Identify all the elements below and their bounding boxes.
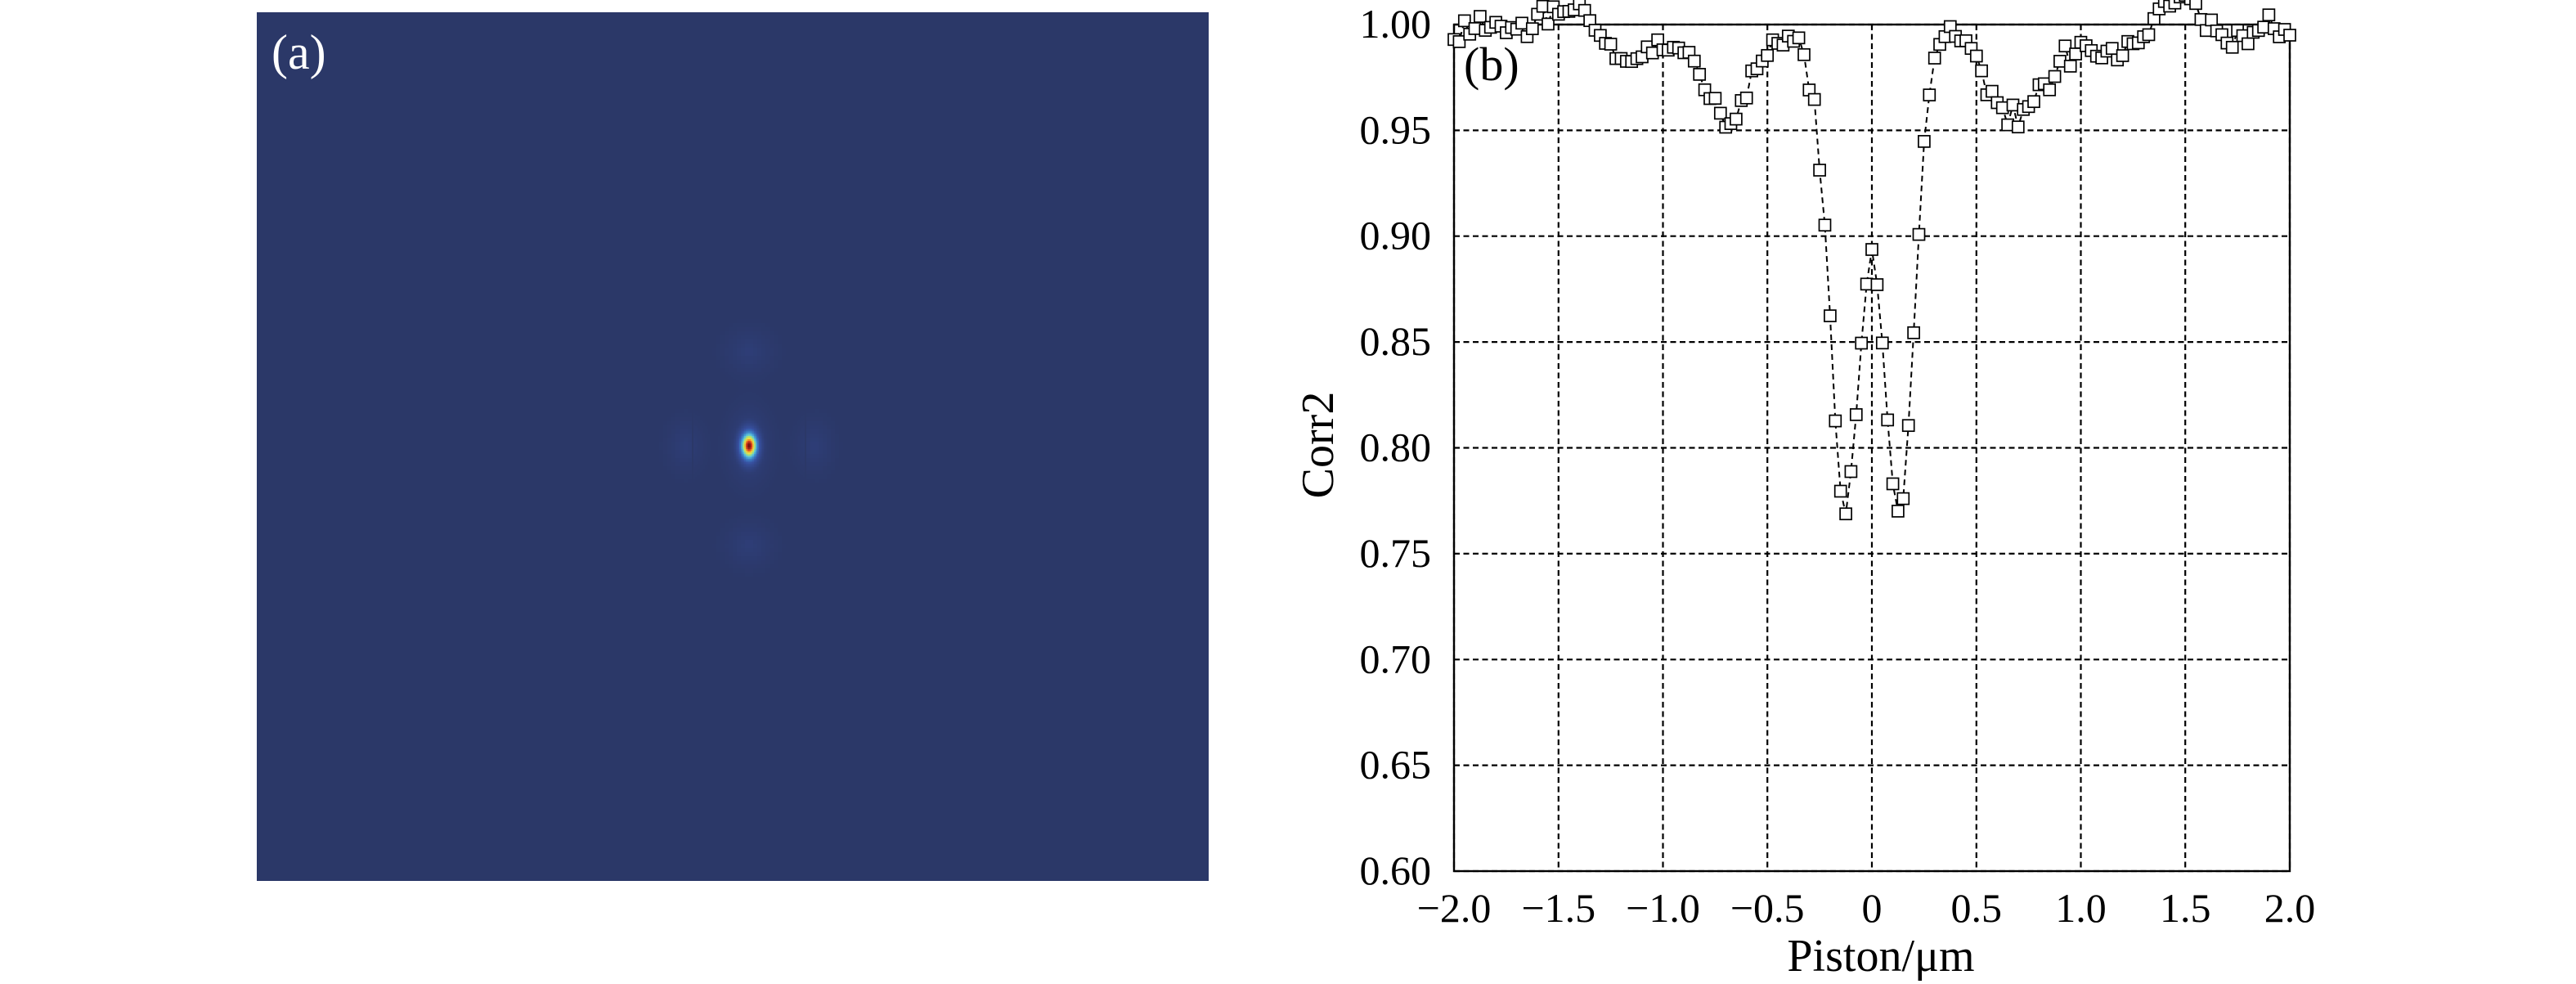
svg-text:−0.5: −0.5	[1730, 885, 1805, 931]
svg-text:0.65: 0.65	[1360, 742, 1432, 788]
svg-text:0.75: 0.75	[1360, 530, 1432, 576]
svg-text:1.00: 1.00	[1360, 1, 1432, 47]
svg-text:0.95: 0.95	[1360, 106, 1432, 152]
svg-text:−1.5: −1.5	[1521, 885, 1595, 931]
svg-text:Piston/μm: Piston/μm	[1787, 931, 1974, 982]
svg-text:0.70: 0.70	[1360, 636, 1432, 681]
svg-text:0.60: 0.60	[1360, 847, 1432, 893]
svg-text:2.0: 2.0	[2264, 885, 2316, 931]
svg-text:0.5: 0.5	[1951, 885, 2003, 931]
svg-text:0.90: 0.90	[1360, 213, 1432, 258]
svg-text:Corr2: Corr2	[1293, 392, 1344, 499]
svg-text:−1.0: −1.0	[1626, 885, 1700, 931]
svg-text:0.80: 0.80	[1360, 425, 1432, 470]
svg-text:0.85: 0.85	[1360, 318, 1432, 364]
svg-text:(b): (b)	[1464, 38, 1519, 91]
svg-text:1.0: 1.0	[2055, 885, 2107, 931]
svg-text:1.5: 1.5	[2160, 885, 2211, 931]
svg-text:0: 0	[1862, 885, 1883, 931]
